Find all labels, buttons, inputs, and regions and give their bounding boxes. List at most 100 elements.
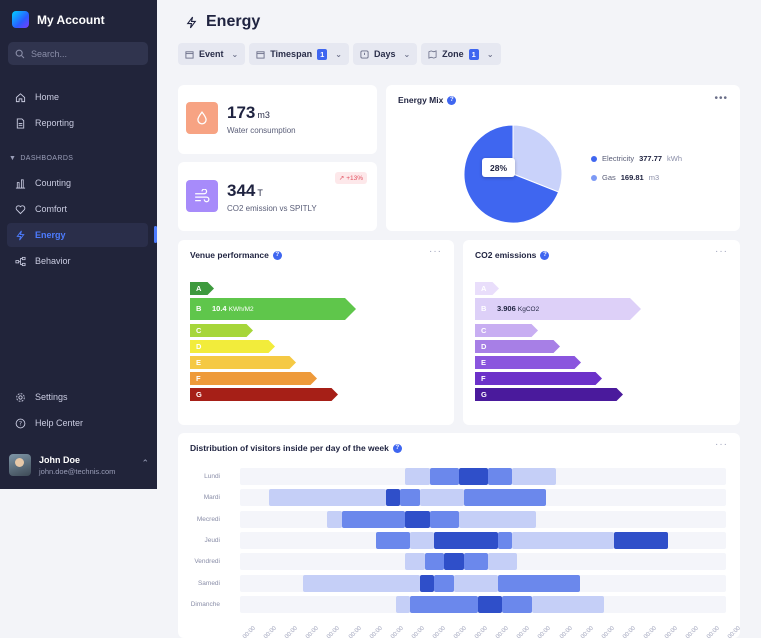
svg-text:?: ?	[19, 419, 22, 427]
heatmap-cell[interactable]	[614, 531, 668, 549]
venue-grade-b: B 10.4 KWh/M2	[190, 298, 356, 320]
document-icon	[16, 117, 25, 129]
info-icon[interactable]: ?	[392, 443, 402, 453]
time-tick-label: 00:00	[347, 625, 363, 638]
heatmap-cell[interactable]	[458, 510, 537, 528]
more-options-icon[interactable]: ···	[715, 246, 728, 257]
heatmap-cell[interactable]	[487, 553, 518, 571]
day-label: Lundi	[204, 473, 220, 480]
dashboards-section-label[interactable]: ▼ DASHBOARDS	[9, 155, 74, 162]
co2-grade-a: A	[475, 282, 499, 295]
grade-letter: A	[196, 283, 202, 293]
heatmap-cell[interactable]	[342, 510, 406, 528]
calendar-icon	[185, 50, 194, 59]
water-value: 173 m3	[227, 103, 270, 122]
venue-grade-f: F	[190, 372, 317, 385]
info-icon[interactable]: ?	[272, 250, 282, 260]
sidebar-item-label: Help Center	[35, 418, 84, 428]
caret-down-icon: ▼	[9, 155, 17, 162]
heatmap-cell[interactable]	[419, 574, 435, 592]
heatmap-cell[interactable]	[429, 510, 459, 528]
heatmap-cell[interactable]	[531, 595, 605, 613]
heatmap-cell[interactable]	[478, 595, 503, 613]
heatmap-cell[interactable]	[512, 468, 556, 485]
legend-item-gas: Gas 169.81 m3	[591, 173, 659, 182]
more-options-icon[interactable]: •••	[714, 93, 728, 104]
gear-icon	[16, 392, 25, 402]
more-options-icon[interactable]: ···	[429, 246, 442, 257]
heatmap-cell[interactable]	[410, 531, 435, 549]
heatmap-cell[interactable]	[512, 531, 615, 549]
sidebar-item-label: Settings	[35, 392, 68, 402]
filter-days[interactable]: Days ⌄	[352, 43, 418, 65]
sidebar-item-comfort[interactable]: Comfort	[7, 197, 148, 221]
heatmap-cell[interactable]	[487, 468, 513, 485]
chevron-down-icon: ⌄	[335, 49, 342, 59]
more-options-icon[interactable]: ···	[715, 439, 728, 450]
sidebar-item-behavior[interactable]: Behavior	[7, 249, 148, 273]
co2-value: 344 T	[227, 181, 263, 200]
heatmap-cell[interactable]	[463, 489, 547, 507]
filter-zone[interactable]: Zone 1 ⌄	[421, 43, 501, 65]
user-menu[interactable]: John Doe john.doe@technis.com ⌃	[9, 452, 149, 478]
search-box[interactable]	[8, 42, 148, 65]
pie-slice-gas[interactable]	[512, 124, 563, 193]
time-tick-label: 00:00	[368, 625, 384, 638]
brand[interactable]: My Account	[12, 11, 105, 28]
heatmap-cell[interactable]	[410, 595, 479, 613]
time-tick-label: 00:00	[516, 625, 532, 638]
heatmap-cell[interactable]	[419, 489, 464, 507]
heatmap-cell[interactable]	[405, 553, 425, 571]
sidebar-item-settings[interactable]: Settings	[7, 385, 148, 409]
heatmap-cell[interactable]	[385, 489, 401, 507]
sidebar-item-reporting[interactable]: Reporting	[7, 111, 148, 135]
time-tick-label: 00:00	[558, 625, 574, 638]
grade-letter: B	[196, 304, 202, 313]
lightning-icon	[16, 230, 25, 240]
calendar-icon	[256, 50, 265, 59]
sidebar-item-label: Counting	[35, 178, 72, 188]
heatmap-cell[interactable]	[327, 510, 343, 528]
co2-grade-d: D	[475, 340, 560, 353]
heatmap-cell[interactable]	[502, 595, 532, 613]
day-label: Mecredi	[196, 515, 220, 523]
heatmap-cell[interactable]	[405, 468, 430, 485]
venue-grade-d: D	[190, 340, 275, 353]
heatmap-cell[interactable]	[429, 468, 459, 485]
grade-letter: B	[481, 304, 487, 313]
heatmap-cell[interactable]	[405, 510, 430, 528]
heatmap-cell[interactable]	[376, 531, 411, 549]
heatmap-cell[interactable]	[303, 574, 420, 592]
search-input[interactable]	[31, 48, 141, 59]
flow-icon	[15, 256, 26, 266]
heatmap-cell[interactable]	[497, 531, 513, 549]
day-label: Jeudi	[204, 536, 220, 544]
heatmap-cell[interactable]	[458, 468, 488, 485]
info-icon[interactable]: ?	[447, 95, 457, 105]
trend-up-icon: ↗	[338, 175, 345, 182]
heatmap-cell[interactable]	[424, 553, 445, 571]
heatmap-cell[interactable]	[269, 489, 386, 507]
heatmap-cell[interactable]	[463, 553, 488, 571]
heatmap-cell[interactable]	[434, 574, 454, 592]
sidebar-item-home[interactable]: Home	[7, 85, 148, 109]
sidebar-item-energy[interactable]: Energy	[7, 223, 148, 247]
day-label: Samedi	[197, 579, 220, 587]
heatmap-cell[interactable]	[497, 574, 581, 592]
info-icon[interactable]: ?	[540, 250, 550, 260]
sidebar-item-counting[interactable]: Counting	[7, 171, 148, 195]
heatmap-cell[interactable]	[434, 531, 498, 549]
filter-event[interactable]: Event ⌄	[178, 43, 246, 65]
chevron-down-icon: ⌄	[231, 49, 239, 59]
brand-logo-icon	[12, 11, 29, 28]
sidebar-item-help-center[interactable]: ? Help Center	[7, 411, 148, 435]
filter-timespan[interactable]: Timespan 1 ⌄	[249, 43, 349, 65]
heatmap-cell[interactable]	[453, 574, 498, 592]
energy-mix-card: Energy Mix? ••• 28% Electricity 377.77 k…	[386, 85, 740, 231]
heatmap-cell[interactable]	[395, 595, 411, 613]
chevron-down-icon: ⌄	[403, 49, 411, 59]
heatmap-cell[interactable]	[400, 489, 420, 507]
grade-letter: D	[481, 341, 487, 351]
heatmap-cell[interactable]	[444, 553, 464, 571]
co2-grade-c: C	[475, 324, 538, 337]
